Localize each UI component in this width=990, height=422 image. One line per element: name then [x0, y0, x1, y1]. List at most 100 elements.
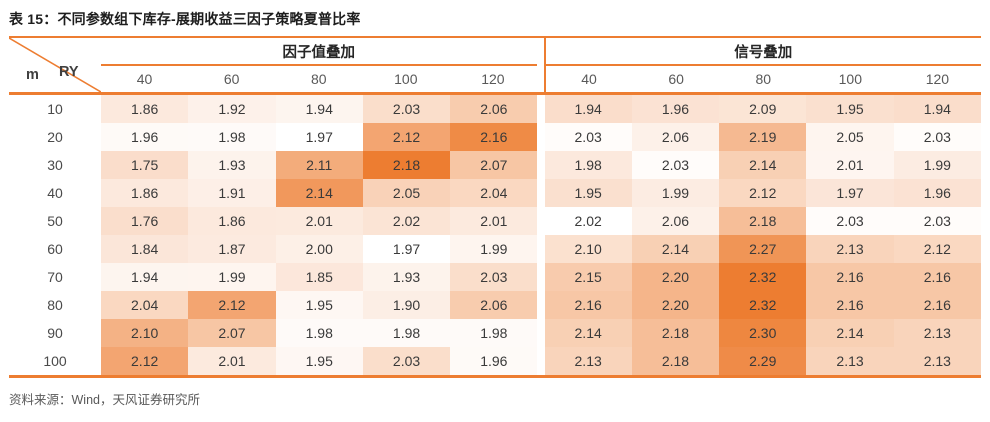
signal-cells: 2.14 2.18 2.30 2.14 2.13	[544, 319, 982, 347]
heat-cell: 2.12	[719, 179, 807, 207]
group-gap	[538, 179, 545, 207]
heat-cell: 2.15	[544, 263, 632, 291]
row-label: 80	[9, 291, 101, 319]
heat-cell: 2.30	[719, 319, 807, 347]
heat-cell: 1.92	[188, 95, 276, 123]
heat-cell: 2.13	[806, 347, 894, 375]
heat-cell: 2.03	[631, 151, 720, 179]
row-label: 100	[9, 347, 101, 375]
corner-col-axis-label: RY	[59, 64, 79, 80]
heat-cell: 2.09	[719, 95, 807, 123]
heat-cell: 2.29	[719, 347, 807, 375]
heat-cell: 2.13	[893, 319, 981, 347]
heat-cell: 2.18	[631, 347, 720, 375]
heat-cell: 2.16	[544, 291, 632, 319]
table-row: 90 2.10 2.07 1.98 1.98 1.98 2.14 2.18 2.30 2.14 2.…	[9, 319, 981, 347]
heat-cell: 2.03	[362, 347, 451, 375]
table-row: 60 1.84 1.87 2.00 1.97 1.99 2.10 2.14 2.27 2.13 2.…	[9, 235, 981, 263]
factor-cells: 1.94 1.99 1.85 1.93 2.03	[101, 263, 538, 291]
heat-cell: 2.20	[631, 291, 720, 319]
heat-cell: 2.04	[101, 291, 189, 319]
factor-cells: 2.10 2.07 1.98 1.98 1.98	[101, 319, 538, 347]
diagonal-divider	[9, 38, 101, 92]
table-row: 80 2.04 2.12 1.95 1.90 2.06 2.16 2.20 2.32 2.16 2.…	[9, 291, 981, 319]
heat-cell: 2.02	[362, 207, 451, 235]
top-rule	[9, 36, 981, 38]
heat-cell: 1.95	[275, 347, 363, 375]
heat-cell: 1.91	[188, 179, 276, 207]
heat-cell: 2.01	[188, 347, 276, 375]
factor-cells: 2.04 2.12 1.95 1.90 2.06	[101, 291, 538, 319]
row-label: 60	[9, 235, 101, 263]
column-header: 60	[223, 71, 240, 87]
signal-cells: 1.95 1.99 2.12 1.97 1.96	[544, 179, 982, 207]
heat-cell: 2.14	[631, 235, 720, 263]
heat-cell: 2.14	[806, 319, 894, 347]
heat-cell: 1.98	[544, 151, 632, 179]
factor-cells: 1.86 1.91 2.14 2.05 2.04	[101, 179, 538, 207]
heat-cell: 2.10	[101, 319, 189, 347]
column-headers-signal: 40 60 80 100 120	[543, 66, 982, 92]
group-gap	[538, 207, 545, 235]
signal-cells: 2.02 2.06 2.18 2.03 2.03	[544, 207, 982, 235]
heat-cell: 2.03	[806, 207, 894, 235]
row-label: 30	[9, 151, 101, 179]
group-gap	[538, 95, 545, 123]
heat-cell: 1.95	[806, 95, 894, 123]
signal-cells: 1.94 1.96 2.09 1.95 1.94	[544, 95, 982, 123]
heat-cell: 1.75	[101, 151, 189, 179]
group-gap	[538, 123, 545, 151]
heat-cell: 2.16	[806, 263, 894, 291]
heat-cell: 2.14	[719, 151, 807, 179]
heat-cell: 2.03	[893, 207, 981, 235]
signal-cells: 2.16 2.20 2.32 2.16 2.16	[544, 291, 982, 319]
heat-cell: 1.85	[275, 263, 363, 291]
heat-cell: 1.97	[275, 123, 363, 151]
group-header-row: 因子值叠加 信号叠加	[9, 38, 981, 66]
table-row: 50 1.76 1.86 2.01 2.02 2.01 2.02 2.06 2.18 2.03 2.…	[9, 207, 981, 235]
row-label: 40	[9, 179, 101, 207]
row-label: 90	[9, 319, 101, 347]
heat-cell: 1.99	[893, 151, 981, 179]
heat-cell: 1.94	[544, 95, 632, 123]
heat-cell: 1.98	[450, 319, 538, 347]
heat-cell: 1.87	[188, 235, 276, 263]
heat-cell: 2.03	[544, 123, 632, 151]
column-header: 80	[310, 71, 327, 87]
table-row: 100 2.12 2.01 1.95 2.03 1.96 2.13 2.18 2.29 2.13 2…	[9, 347, 981, 375]
table-row: 30 1.75 1.93 2.11 2.18 2.07 1.98 2.03 2.14 2.01 1.…	[9, 151, 981, 179]
heat-cell: 2.01	[806, 151, 894, 179]
heat-cell: 2.06	[450, 95, 538, 123]
heat-cell: 2.12	[188, 291, 276, 319]
column-header: 120	[481, 71, 505, 87]
heat-cell: 1.93	[362, 263, 451, 291]
signal-cells: 1.98 2.03 2.14 2.01 1.99	[544, 151, 982, 179]
heat-cell: 2.03	[362, 95, 451, 123]
signal-cells: 2.15 2.20 2.32 2.16 2.16	[544, 263, 982, 291]
heat-cell: 2.12	[362, 123, 451, 151]
group-gap	[538, 319, 545, 347]
row-label: 50	[9, 207, 101, 235]
row-label: 70	[9, 263, 101, 291]
heat-cell: 1.86	[188, 207, 276, 235]
heat-cell: 1.94	[275, 95, 363, 123]
group-gap	[538, 291, 545, 319]
heat-cell: 2.07	[450, 151, 538, 179]
group-gap	[538, 263, 545, 291]
heat-cell: 2.20	[631, 263, 720, 291]
table-title: 表 15：不同参数组下库存-展期收益三因子策略夏普比率	[9, 11, 361, 27]
heat-cell: 2.16	[893, 263, 981, 291]
heat-cell: 1.98	[362, 319, 451, 347]
heat-cell: 2.19	[719, 123, 807, 151]
group-header-signal: 信号叠加	[543, 38, 981, 66]
heat-cell: 1.97	[806, 179, 894, 207]
heat-cell: 2.02	[544, 207, 632, 235]
table-row: 20 1.96 1.98 1.97 2.12 2.16 2.03 2.06 2.19 2.05 2.…	[9, 123, 981, 151]
factor-cells: 1.76 1.86 2.01 2.02 2.01	[101, 207, 538, 235]
column-header: 80	[755, 71, 772, 87]
heat-cell: 1.94	[101, 263, 189, 291]
heat-cell: 1.99	[450, 235, 538, 263]
heat-cell: 2.14	[275, 179, 363, 207]
heat-cell: 1.86	[101, 179, 189, 207]
heat-cell: 2.12	[893, 235, 981, 263]
